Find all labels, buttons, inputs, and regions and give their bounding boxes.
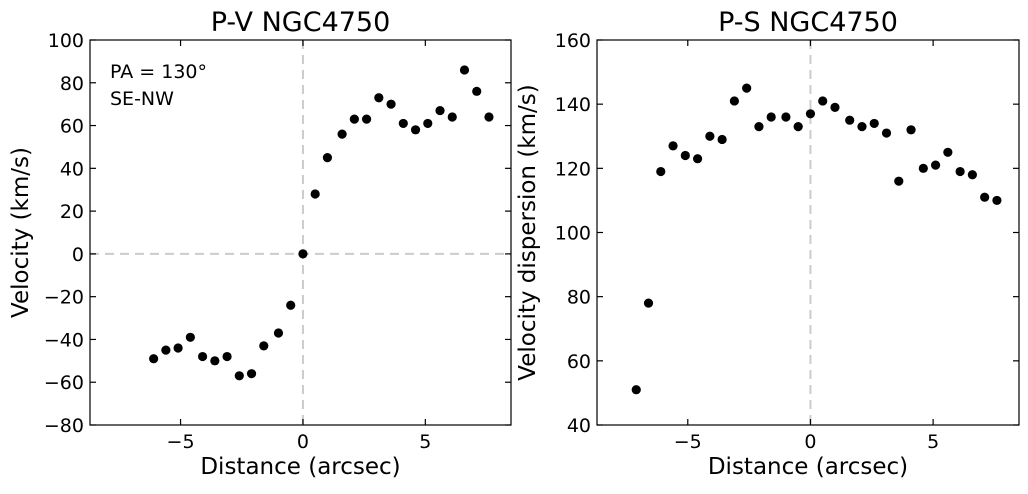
ps-y-axis-label: Velocity dispersion (km/s) [515, 84, 541, 380]
ps-x-axis-label: Distance (arcsec) [708, 454, 908, 480]
pv-data-point [273, 328, 284, 338]
ps-data-point [643, 298, 654, 308]
pv-data-point [234, 371, 244, 381]
pv-axes-frame [89, 39, 512, 426]
pv-y-tick-label: 80 [60, 73, 84, 95]
ps-data-point [869, 118, 879, 129]
pv-annotation-line: SE-NW [110, 88, 174, 110]
pv-data-point [459, 65, 470, 75]
pv-data-point [374, 93, 384, 103]
ps-y-tick-label: 140 [555, 94, 591, 116]
pv-x-tick-label: 5 [419, 431, 431, 453]
ps-data-point [717, 134, 727, 145]
ps-y-tick-label: 60 [567, 351, 591, 373]
ps-x-tick-label: 5 [927, 431, 939, 453]
ps-x-tick-label: −5 [674, 431, 702, 453]
pv-data-point [161, 345, 171, 355]
ps-data-point [692, 154, 703, 164]
ps-data-point [830, 102, 840, 112]
pv-y-tick-label: −60 [44, 372, 84, 394]
pv-data-point [173, 343, 183, 353]
pv-annotation-line: PA = 130° [110, 61, 207, 83]
pv-y-tick-label: 0 [72, 244, 84, 266]
ps-data-point [793, 122, 803, 132]
ps-data-point [680, 150, 690, 161]
ps-data-point [881, 128, 892, 138]
ps-data-point [918, 163, 928, 173]
ps-data-point [668, 141, 678, 151]
pv-data-point [472, 86, 482, 96]
ps-panel: −5 0 5 40 60 80 100 120 140 160 P-S NGC4750 Distanc… [515, 7, 1020, 480]
pv-data-point [310, 189, 320, 199]
ps-y-tick-label: 120 [555, 158, 591, 180]
pv-data-point [298, 249, 308, 259]
ps-data-point [845, 115, 855, 125]
ps-y-tick-label: 100 [555, 223, 591, 245]
pv-chart-title: P-V NGC4750 [211, 7, 391, 38]
ps-data-point [992, 195, 1002, 206]
ps-data-point [857, 122, 867, 132]
pv-data-point [484, 112, 494, 122]
ps-data-point [631, 385, 641, 395]
pv-y-tick-label: 100 [48, 30, 84, 52]
ps-y-tick-label: 160 [555, 30, 591, 52]
ps-data-point [754, 122, 764, 132]
ps-data-point [781, 112, 791, 122]
pv-y-tick-label: 40 [60, 158, 84, 180]
ps-data-point [729, 96, 739, 106]
pv-x-tick-label: 0 [297, 431, 309, 453]
ps-data-point [943, 147, 953, 157]
pv-data-point [322, 153, 333, 163]
pv-data-point [210, 356, 220, 366]
ps-y-tick-label: 80 [567, 287, 591, 309]
ps-data-point [766, 112, 776, 122]
pv-data-point [361, 114, 372, 124]
pv-data-point [386, 99, 396, 109]
pv-data-point [337, 129, 347, 139]
ps-axes-frame [596, 39, 1020, 426]
pv-y-tick-label: −40 [44, 329, 84, 351]
pv-data-point [349, 114, 359, 124]
pv-y-tick-label: −80 [44, 415, 84, 437]
ps-data-point [705, 131, 715, 141]
ps-data-point [955, 166, 965, 177]
pv-data-point [410, 125, 421, 135]
pv-y-axis-label: Velocity (km/s) [8, 147, 34, 318]
pv-y-tick-label: 20 [60, 201, 84, 223]
ps-data-point [980, 192, 990, 202]
pv-data-point [423, 118, 433, 129]
pv-data-point [259, 341, 269, 351]
pv-data-point [398, 118, 408, 129]
ps-x-tick-label: 0 [804, 431, 816, 453]
pv-x-axis-label: Distance (arcsec) [200, 454, 400, 480]
pv-panel: −5 0 5 −80 −60 −40 −20 0 20 40 60 80 100 P-V NGC4750 D… [8, 7, 512, 480]
pv-data-point [149, 354, 159, 364]
ps-data-point [742, 83, 752, 93]
ps-data-point [967, 170, 977, 180]
ps-data-point [906, 125, 916, 135]
pv-data-point [185, 332, 195, 342]
pv-data-point [246, 369, 257, 379]
ps-data-point [818, 96, 828, 106]
pv-data-point [286, 300, 296, 310]
pv-data-point [222, 351, 232, 362]
ps-data-point [930, 160, 941, 170]
pv-y-tick-label: −20 [44, 287, 84, 309]
ps-y-tick-label: 40 [567, 415, 591, 437]
pv-x-tick-label: −5 [167, 431, 195, 453]
pv-data-point [447, 112, 457, 122]
pv-data-point [197, 351, 208, 362]
ps-data-point [656, 166, 666, 177]
ps-data-point [894, 176, 904, 186]
ps-chart-title: P-S NGC4750 [718, 7, 898, 38]
pv-data-point [435, 105, 445, 116]
ps-data-point [805, 109, 816, 119]
pv-y-tick-label: 60 [60, 116, 84, 138]
